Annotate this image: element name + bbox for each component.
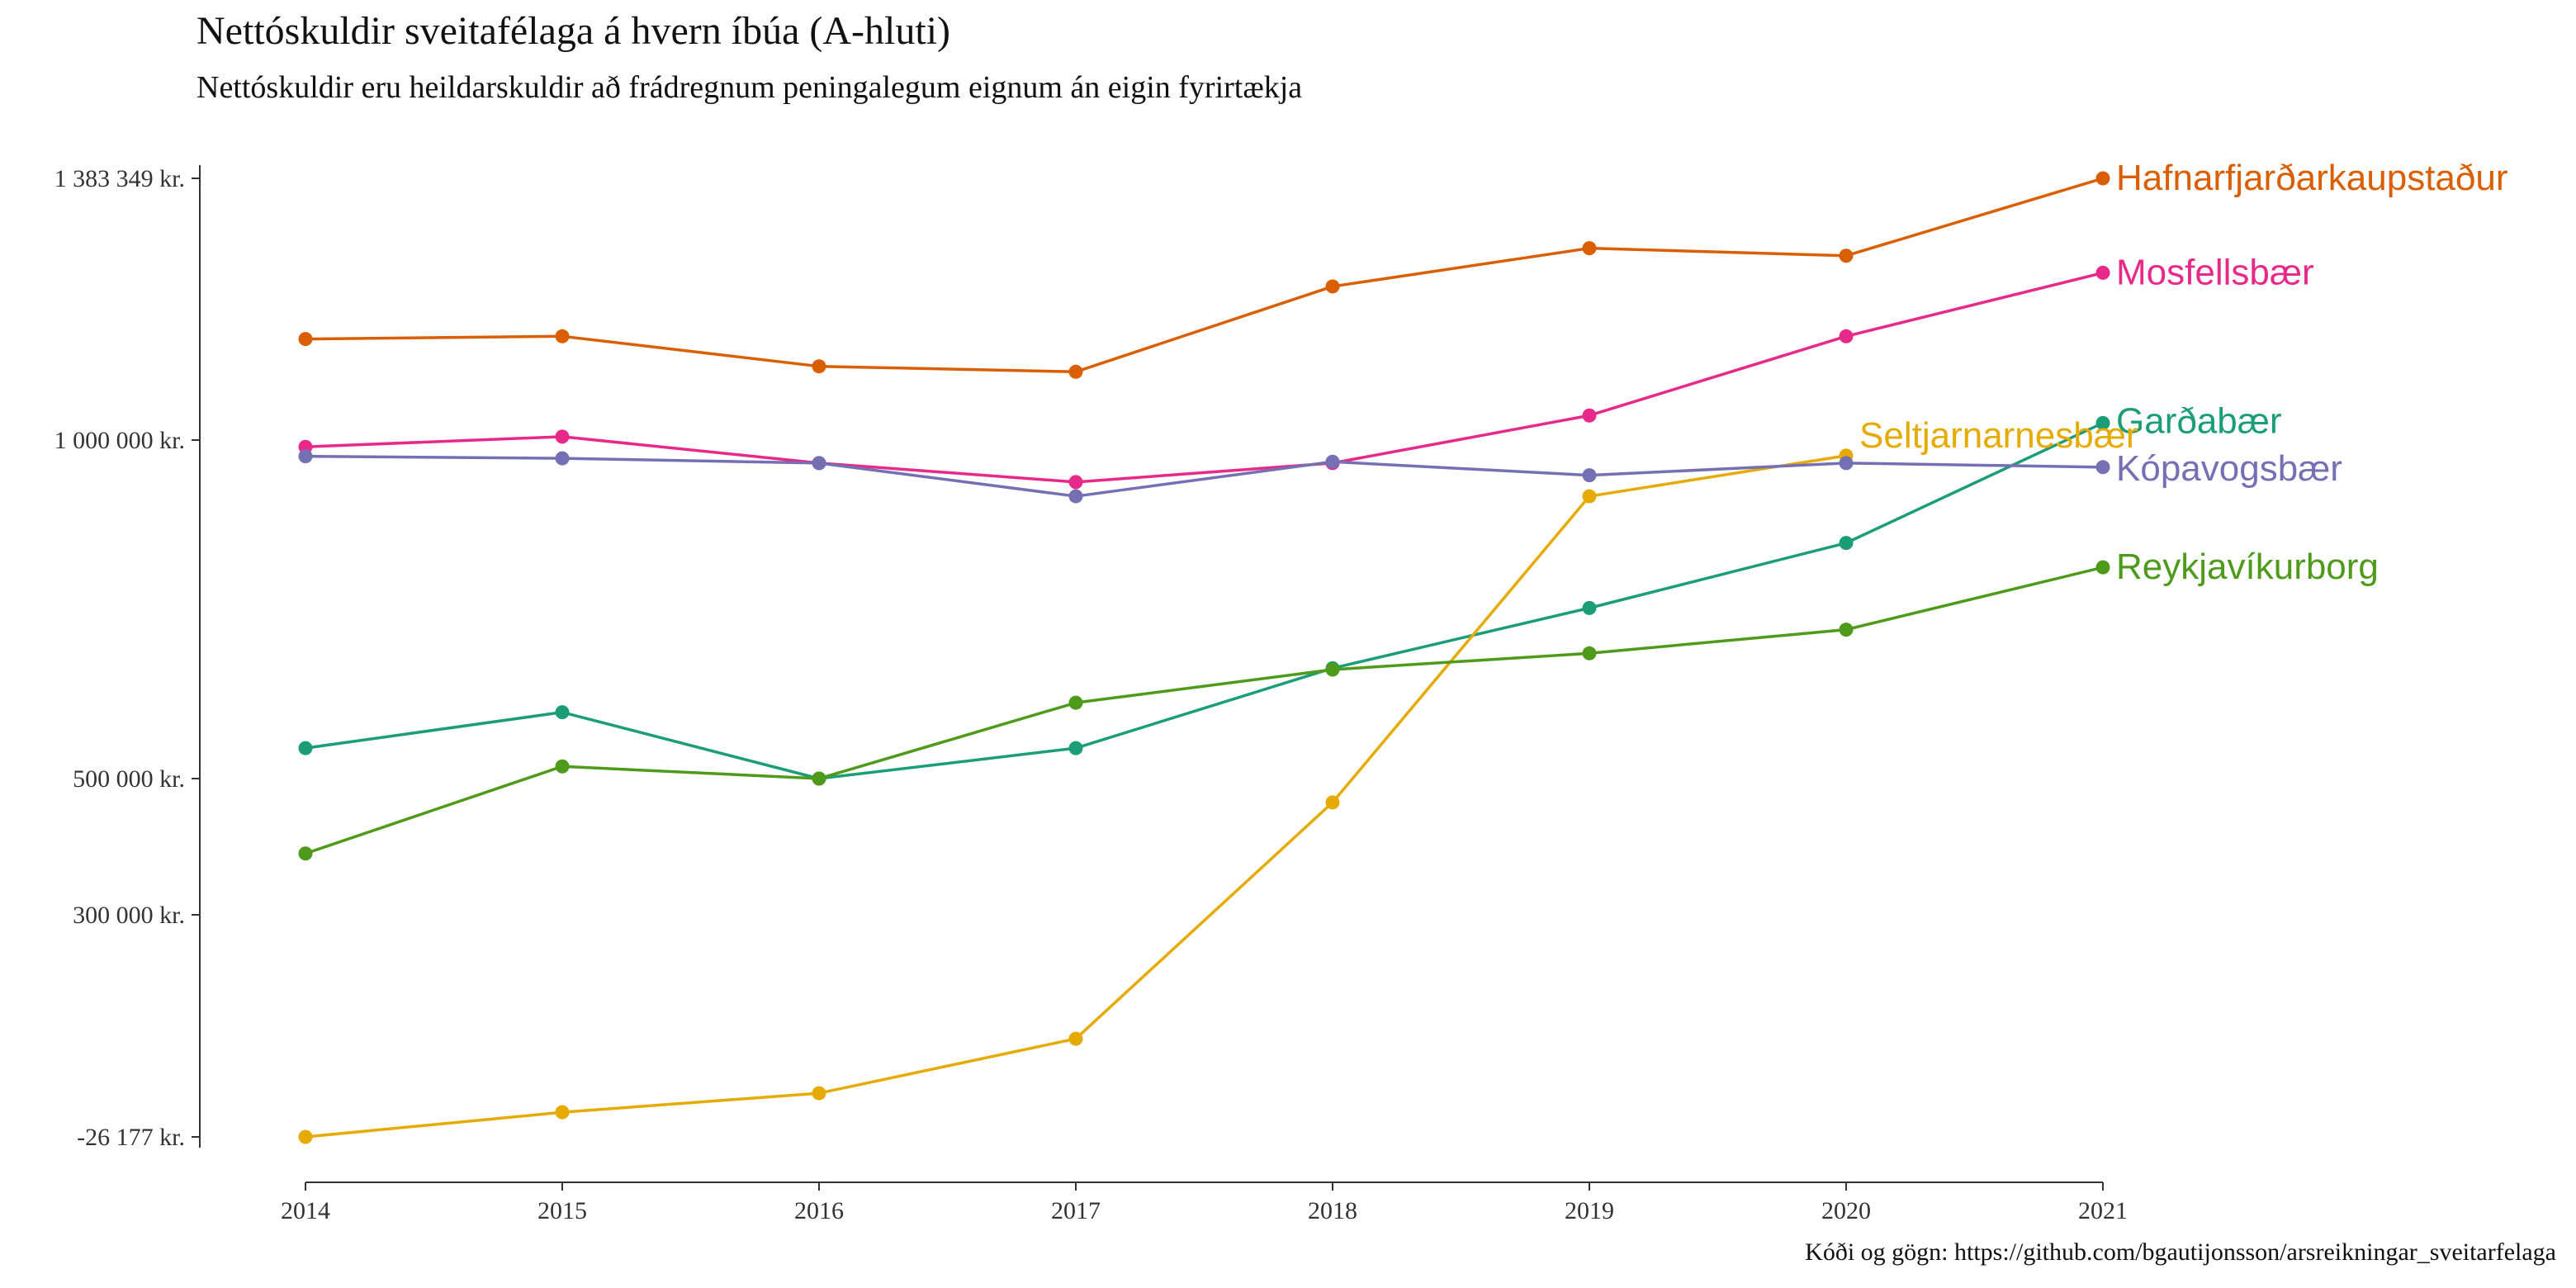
series-line	[305, 566, 2104, 855]
data-point	[1068, 1031, 1083, 1046]
y-tick-label: 500 000 kr.	[73, 765, 185, 793]
x-tick-label: 2018	[1308, 1197, 1357, 1224]
y-tick-label: 1 383 349 kr.	[54, 165, 185, 192]
data-point	[1325, 662, 1340, 677]
data-point	[1839, 623, 1854, 637]
data-point	[2095, 560, 2110, 575]
x-tick-label: 2019	[1565, 1197, 1614, 1224]
data-point	[1839, 536, 1854, 551]
x-tick-label: 2015	[537, 1197, 587, 1224]
data-point	[2095, 171, 2110, 186]
data-point	[1068, 489, 1083, 504]
data-point	[1839, 456, 1854, 471]
series-label: Reykjavíkurborg	[2116, 547, 2379, 587]
x-tick-label: 2016	[794, 1197, 844, 1224]
data-point	[1325, 795, 1340, 810]
chart-subtitle: Nettóskuldir eru heildarskuldir að frádr…	[197, 70, 1303, 105]
data-point	[555, 429, 570, 444]
data-point	[1068, 475, 1083, 490]
data-point	[555, 705, 570, 720]
series-line	[305, 271, 2104, 484]
y-tick-label: -26 177 kr.	[77, 1124, 185, 1151]
x-tick-label: 2014	[281, 1197, 330, 1224]
data-point	[298, 846, 313, 861]
series-label: Seltjarnarnesbær	[1859, 415, 2138, 456]
chart-title: Nettóskuldir sveitafélaga á hvern íbúa (…	[197, 9, 951, 53]
data-point	[298, 1129, 313, 1144]
data-point	[555, 329, 570, 343]
data-point	[555, 1105, 570, 1120]
data-point	[1839, 329, 1854, 343]
x-tick-label: 2020	[1821, 1197, 1871, 1224]
data-point	[298, 449, 313, 464]
data-point	[1068, 364, 1083, 379]
series-line	[305, 421, 2104, 780]
series-line	[305, 454, 2104, 498]
x-tick-label: 2021	[2078, 1197, 2128, 1224]
series-label: Garðabær	[2116, 400, 2282, 441]
data-point	[812, 1086, 826, 1101]
series-label: Kópavogsbær	[2116, 448, 2342, 489]
y-tick-label: 1 000 000 kr.	[54, 427, 185, 454]
y-tick-label: 300 000 kr.	[73, 902, 185, 929]
data-point	[1582, 646, 1597, 661]
data-point	[1582, 408, 1597, 423]
data-point	[555, 451, 570, 466]
data-point	[1582, 600, 1597, 615]
data-point	[2095, 415, 2110, 430]
data-point	[812, 359, 826, 374]
data-point	[1068, 741, 1083, 755]
data-point	[1325, 454, 1340, 469]
data-point	[1325, 279, 1340, 294]
data-point	[1582, 489, 1597, 504]
series-label: Hafnarfjarðarkaupstaður	[2116, 158, 2507, 198]
data-point	[1068, 695, 1083, 710]
data-point	[2095, 460, 2110, 475]
data-point	[812, 771, 826, 786]
data-point	[1839, 249, 1854, 263]
data-point	[298, 741, 313, 755]
x-tick-label: 2017	[1051, 1197, 1101, 1224]
data-point	[298, 332, 313, 347]
series-label: Mosfellsbær	[2116, 252, 2314, 292]
chart-caption: Kóði og gögn: https://github.com/bgautij…	[1805, 1238, 2556, 1266]
data-point	[1582, 241, 1597, 256]
data-point	[555, 759, 570, 774]
series-line	[305, 177, 2104, 374]
data-point	[2095, 265, 2110, 280]
data-point	[1582, 468, 1597, 483]
data-point	[812, 456, 826, 471]
